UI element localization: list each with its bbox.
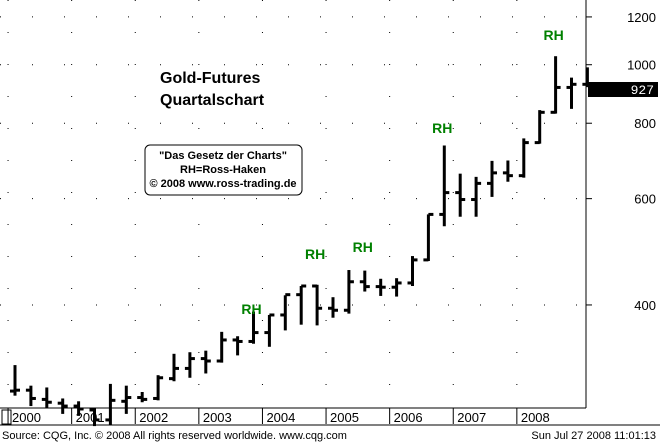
- rh-markers: RH RH RH RH RH: [241, 27, 563, 317]
- y-tick-label: 1200: [627, 10, 656, 25]
- ohlc-bar: [534, 110, 545, 145]
- last-value-badge: [588, 82, 658, 97]
- ohlc-bar: [312, 284, 323, 326]
- time-axis-ticks: 2000 2001 2002 2003 2004 2005 2006 2007 2008: [7, 408, 550, 425]
- x-tick-label: 2007: [457, 410, 486, 425]
- ohlc-bar: [41, 387, 52, 408]
- ohlc-bar: [375, 278, 386, 296]
- ohlc-bar: [359, 270, 370, 292]
- ohlc-bar: [73, 401, 84, 416]
- x-tick-label: 2001: [76, 410, 105, 425]
- ohlc-bar: [439, 145, 450, 227]
- x-tick-label: 2003: [203, 410, 232, 425]
- ohlc-bar: [550, 56, 561, 114]
- ohlc-bars: [10, 56, 593, 427]
- ohlc-bar: [407, 256, 418, 286]
- ohlc-bar: [10, 365, 20, 396]
- ohlc-bar: [232, 336, 243, 356]
- info-box-line-1: "Das Gesetz der Charts": [159, 150, 287, 162]
- rh-marker-label: RH: [353, 239, 373, 255]
- ohlc-bar: [200, 350, 211, 374]
- y-tick-label: 1000: [627, 58, 656, 73]
- rh-marker-label: RH: [241, 301, 261, 317]
- ohlc-bar: [502, 160, 513, 182]
- info-box: [144, 144, 303, 196]
- ohlc-bar: [280, 293, 291, 331]
- ohlc-bar: [343, 270, 354, 314]
- x-tick-label: 2000: [12, 410, 41, 425]
- ohlc-bar: [25, 385, 36, 407]
- ohlc-bar: [105, 383, 116, 426]
- ohlc-bar: [264, 313, 275, 347]
- price-axis-ticks: 400 600 800 1000 1200: [586, 10, 656, 313]
- chart-title: Gold-Futures: [160, 70, 261, 87]
- last-value-label: 927: [631, 83, 654, 98]
- ohlc-bar: [391, 278, 402, 297]
- ohlc-bar: [169, 353, 179, 382]
- chart-subtitle: Quartalschart: [160, 92, 265, 109]
- x-tick-label: 2005: [330, 410, 359, 425]
- x-tick-label: 2006: [394, 410, 423, 425]
- ohlc-bar: [566, 77, 577, 109]
- ohlc-bar: [423, 212, 434, 262]
- ohlc-bar: [471, 176, 482, 217]
- x-tick-label: 2004: [266, 410, 295, 425]
- y-tick-label: 400: [634, 298, 656, 313]
- ohlc-bar: [328, 297, 338, 318]
- ohlc-bar: [57, 398, 68, 414]
- ohlc-bar: [455, 173, 466, 217]
- rh-marker-label: RH: [305, 246, 325, 262]
- rh-marker-label: RH: [543, 27, 563, 43]
- info-box-line-2: RH=Ross-Haken: [180, 164, 266, 176]
- info-box-line-3: © 2008 www.ross-trading.de: [149, 178, 296, 190]
- ohlc-bar: [137, 391, 148, 403]
- y-tick-label: 800: [634, 116, 656, 131]
- ohlc-bar: [487, 160, 497, 197]
- scroll-box[interactable]: [1, 409, 12, 425]
- ohlc-bar: [153, 375, 164, 401]
- ohlc-bar: [518, 138, 529, 178]
- rh-marker-label: RH: [432, 120, 452, 136]
- x-tick-label: 2002: [139, 410, 168, 425]
- ohlc-bar: [216, 331, 227, 363]
- x-tick-label: 2008: [521, 410, 550, 425]
- ohlc-bar: [296, 284, 307, 325]
- ohlc-bar: [248, 311, 259, 344]
- ohlc-bar: [121, 385, 132, 414]
- ohlc-bar: [184, 352, 195, 378]
- ohlc-bar: [89, 408, 100, 427]
- y-tick-label: 600: [634, 192, 656, 207]
- footer-timestamp: Sun Jul 27 2008 11:01:13: [531, 430, 656, 442]
- footer-source: Source: CQG, Inc. © 2008 All rights rese…: [2, 430, 347, 442]
